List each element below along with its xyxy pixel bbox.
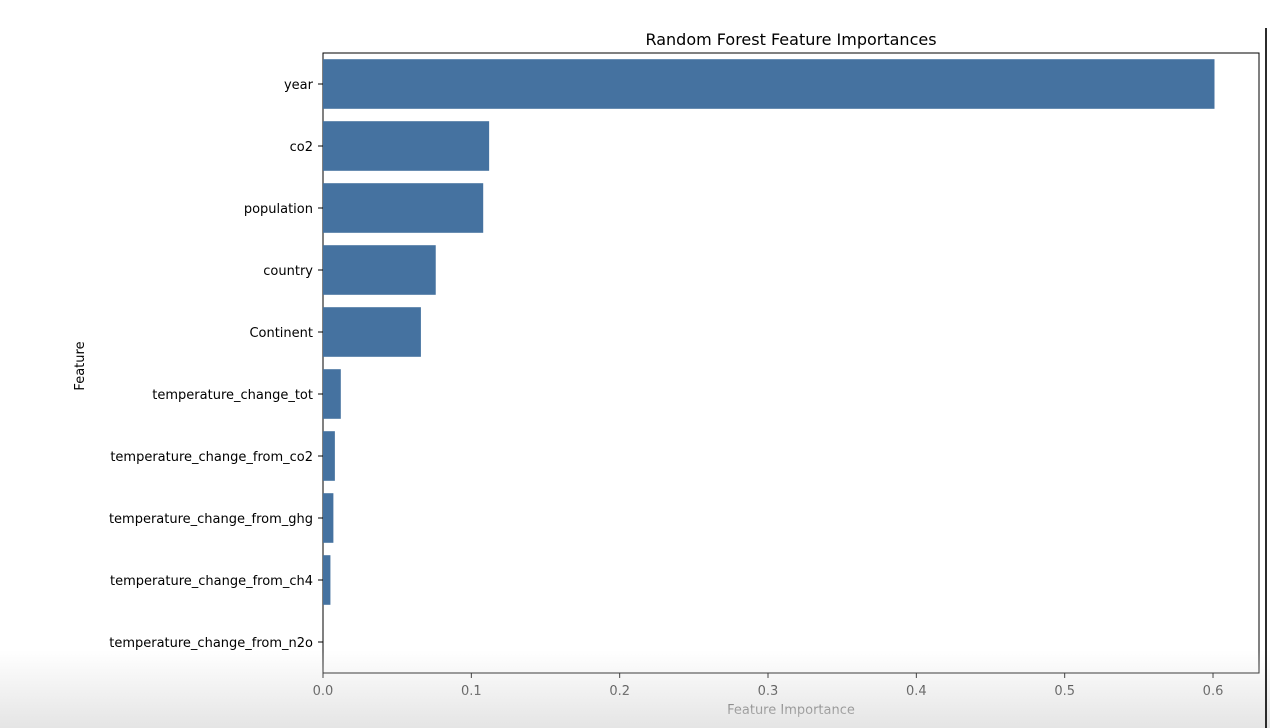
- x-tick-label: 0.5: [1054, 684, 1075, 699]
- bar-temperature_change_from_ch4: [323, 555, 331, 605]
- bar-co2: [323, 121, 490, 171]
- x-tick-label: 0.4: [906, 684, 927, 699]
- x-tick-label: 0.1: [461, 684, 482, 699]
- y-tick-label: temperature_change_from_ch4: [110, 574, 313, 589]
- y-axis-title: Feature: [73, 341, 88, 390]
- y-tick-label: co2: [290, 140, 313, 155]
- x-axis-ticks: 0.0 0.1 0.2 0.3 0.4 0.5 0.6: [313, 673, 1224, 699]
- x-tick-label: 0.3: [758, 684, 779, 699]
- y-tick-label: population: [244, 202, 313, 217]
- x-tick-label: 0.6: [1203, 684, 1224, 699]
- y-tick-label: year: [284, 78, 314, 93]
- bar-temperature_change_from_ghg: [323, 493, 334, 543]
- bar-year: [323, 59, 1215, 109]
- chart-title: Random Forest Feature Importances: [645, 30, 936, 49]
- x-tick-label: 0.0: [313, 684, 334, 699]
- bar-Continent: [323, 307, 421, 357]
- y-tick-label: country: [263, 264, 313, 279]
- y-tick-label: temperature_change_from_ghg: [109, 512, 313, 527]
- bars-layer: [323, 59, 1215, 605]
- y-tick-label: temperature_change_tot: [152, 388, 313, 403]
- x-axis-title: Feature Importance: [727, 703, 855, 718]
- y-tick-label: temperature_change_from_n2o: [109, 636, 313, 651]
- bar-country: [323, 245, 436, 295]
- window-edge: [1265, 28, 1267, 728]
- bar-temperature_change_from_co2: [323, 431, 335, 481]
- x-tick-label: 0.2: [609, 684, 630, 699]
- bar-temperature_change_tot: [323, 369, 341, 419]
- y-axis-ticks: year co2 population country Continent tempera…: [109, 78, 323, 651]
- bar-population: [323, 183, 484, 233]
- y-tick-label: Continent: [249, 326, 313, 341]
- y-tick-label: temperature_change_from_co2: [110, 450, 313, 465]
